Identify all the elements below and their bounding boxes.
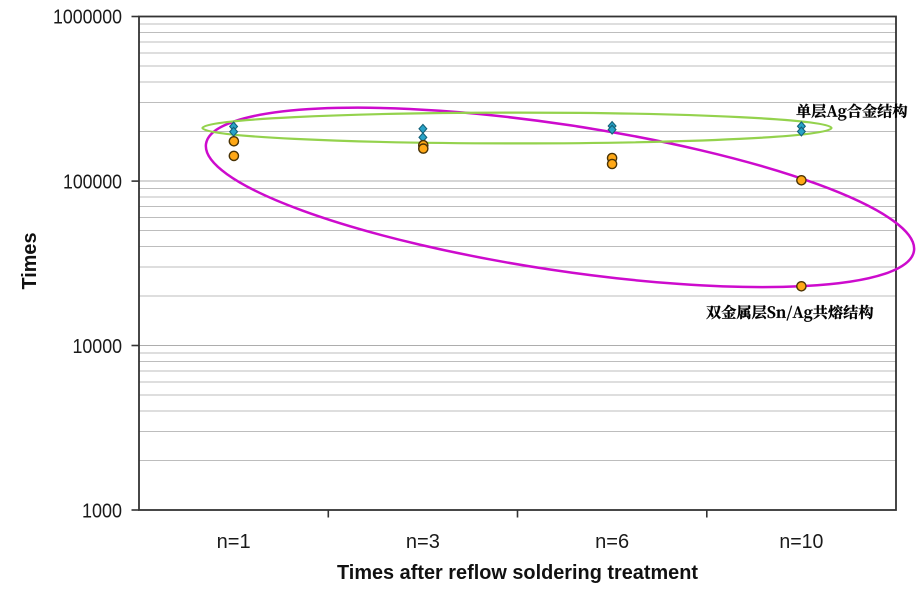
svg-text:Times after reflow soldering t: Times after reflow soldering treatment xyxy=(337,562,698,584)
svg-text:100000: 100000 xyxy=(63,171,122,193)
svg-text:10000: 10000 xyxy=(73,336,123,358)
svg-text:n=3: n=3 xyxy=(406,531,440,553)
svg-text:Times: Times xyxy=(19,233,41,290)
svg-text:n=6: n=6 xyxy=(595,531,629,553)
svg-text:n=1: n=1 xyxy=(217,531,251,553)
svg-text:n=10: n=10 xyxy=(779,531,823,553)
svg-text:1000000: 1000000 xyxy=(53,7,122,29)
svg-text:1000: 1000 xyxy=(82,500,122,522)
